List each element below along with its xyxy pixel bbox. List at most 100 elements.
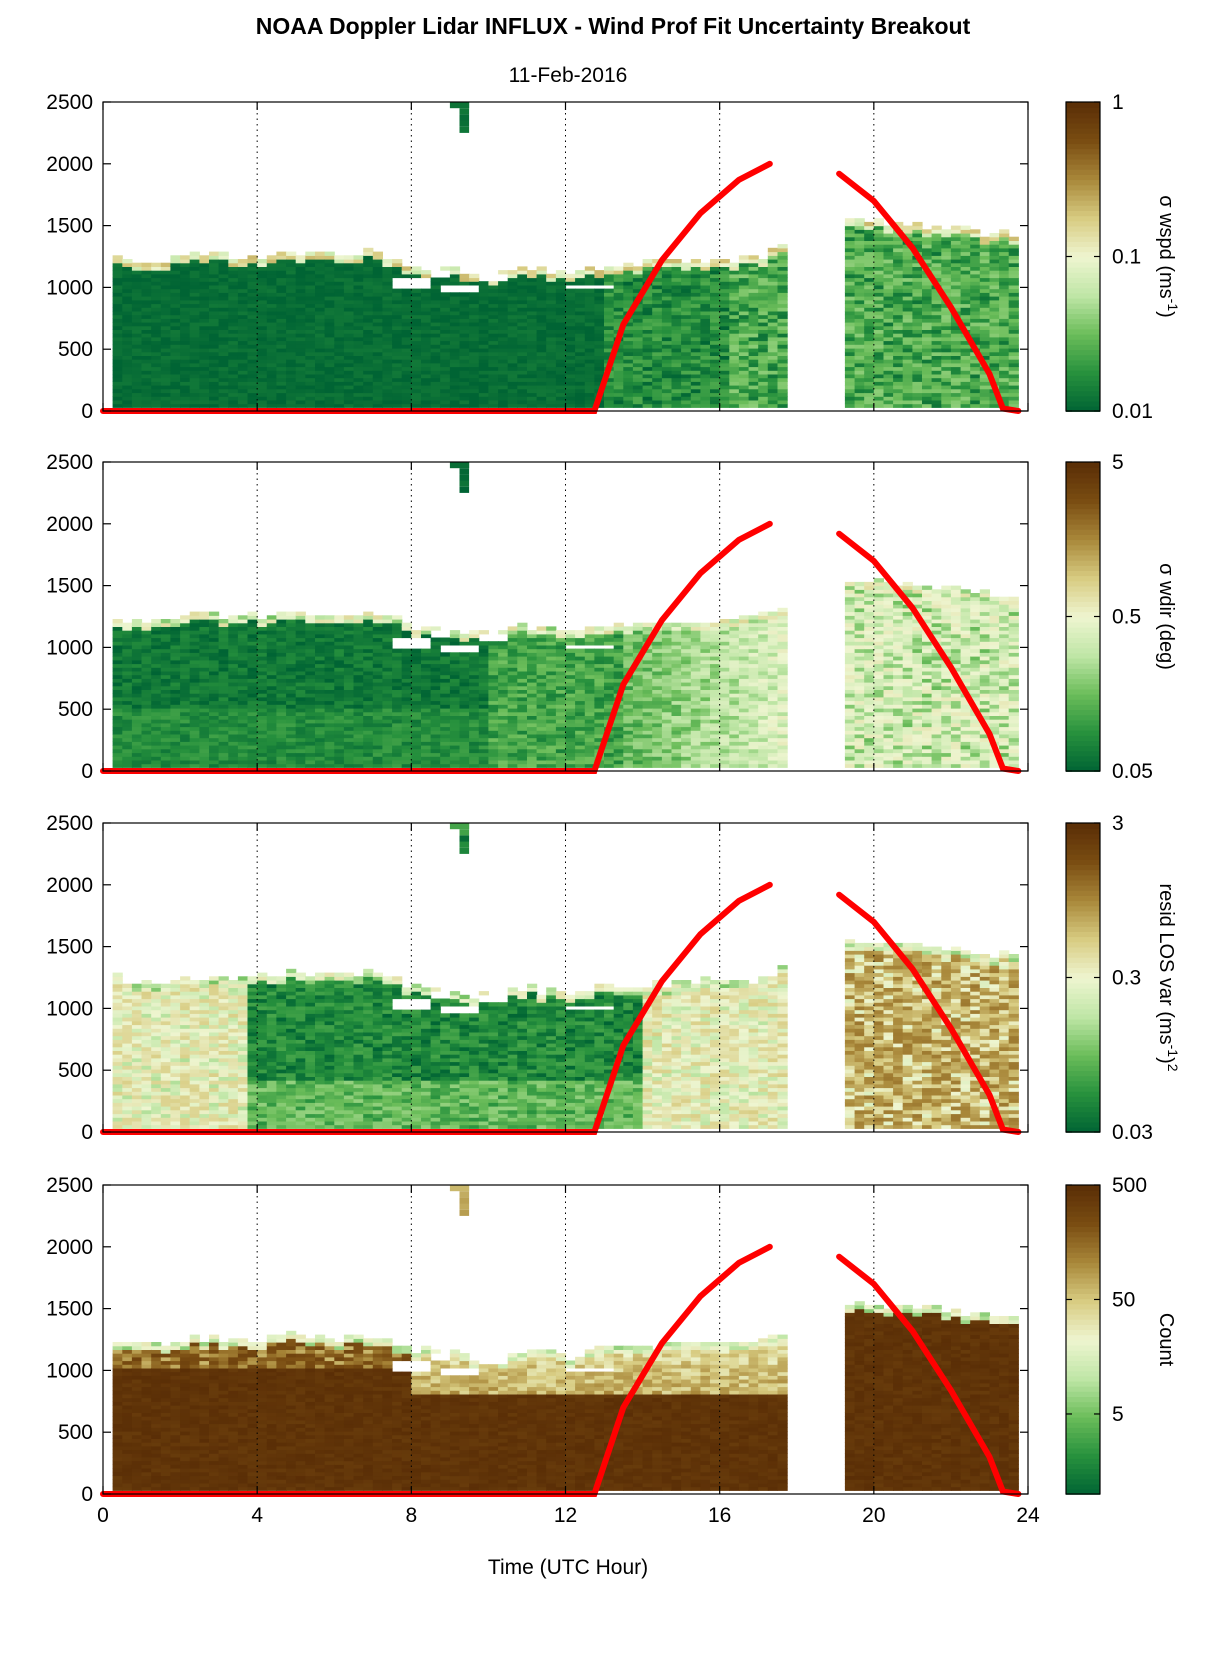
- heatmap-cell: [247, 689, 258, 694]
- heatmap-cell: [758, 266, 769, 271]
- heatmap-cell: [575, 388, 586, 394]
- heatmap-cell: [970, 322, 981, 327]
- heatmap-cell: [353, 399, 364, 405]
- heatmap-cell: [517, 336, 528, 342]
- heatmap-cell: [170, 741, 181, 746]
- heatmap-cell: [237, 689, 249, 694]
- heatmap-cell: [315, 622, 326, 627]
- heatmap-cell: [266, 385, 277, 390]
- heatmap-cell: [180, 377, 191, 382]
- heatmap-cell: [122, 641, 133, 646]
- heatmap-cell: [112, 310, 123, 316]
- heatmap-cell: [151, 659, 162, 665]
- heatmap-cell: [941, 292, 952, 297]
- heatmap-cell: [315, 277, 326, 282]
- heatmap-cell: [218, 299, 229, 305]
- heatmap-cell: [353, 693, 364, 698]
- heatmap-cell: [315, 303, 326, 308]
- heatmap-cell: [122, 670, 133, 676]
- heatmap-cell: [343, 633, 355, 639]
- heatmap-cell: [382, 296, 393, 301]
- heatmap-cell: [584, 336, 595, 342]
- heatmap-cell: [247, 307, 258, 312]
- heatmap-cell: [276, 392, 287, 397]
- heatmap-cell: [575, 370, 586, 375]
- heatmap-cell: [276, 303, 287, 308]
- heatmap-cell: [353, 359, 364, 364]
- heatmap-cell: [999, 240, 1010, 245]
- heatmap-cell: [266, 752, 277, 757]
- heatmap-cell: [527, 270, 538, 275]
- heatmap-cell: [950, 344, 962, 349]
- heatmap-cell: [844, 229, 856, 234]
- heatmap-cell: [343, 307, 355, 312]
- heatmap-cell: [170, 259, 181, 264]
- heatmap-cell: [199, 752, 210, 757]
- heatmap-cell: [661, 385, 673, 390]
- heatmap-cell: [632, 333, 644, 338]
- heatmap-cell: [334, 700, 345, 705]
- heatmap-cell: [180, 663, 191, 668]
- heatmap-cell: [527, 366, 538, 371]
- heatmap-cell: [209, 348, 220, 353]
- heatmap-cell: [700, 284, 711, 290]
- heatmap-cell: [449, 355, 461, 360]
- heatmap-cell: [999, 229, 1010, 234]
- heatmap-cell: [719, 292, 730, 297]
- heatmap-cell: [180, 659, 191, 665]
- heatmap-cell: [189, 310, 200, 316]
- heatmap-cell: [180, 752, 191, 757]
- heatmap-cell: [160, 722, 171, 728]
- heatmap-cell: [228, 652, 239, 657]
- heatmap-cell: [449, 266, 461, 271]
- heatmap-cell: [642, 370, 653, 375]
- heatmap-cell: [141, 266, 152, 271]
- heatmap-cell: [363, 685, 374, 690]
- heatmap-cell: [372, 266, 383, 271]
- heatmap-cell: [719, 373, 730, 379]
- heatmap-cell: [141, 366, 152, 371]
- heatmap-cell: [363, 255, 374, 260]
- heatmap-cell: [363, 373, 374, 379]
- heatmap-cell: [478, 333, 489, 338]
- heatmap-cell: [922, 392, 933, 397]
- heatmap-cell: [228, 281, 239, 286]
- heatmap-cell: [536, 273, 547, 279]
- heatmap-cell: [565, 344, 576, 349]
- heatmap-cell: [237, 322, 249, 327]
- heatmap-cell: [488, 351, 499, 356]
- heatmap-cell: [960, 225, 971, 230]
- heatmap-cell: [209, 615, 220, 620]
- heatmap-cell: [353, 355, 364, 360]
- heatmap-cell: [527, 273, 538, 279]
- heatmap-cell: [228, 262, 239, 267]
- heatmap-cell: [999, 388, 1010, 394]
- heatmap-cell: [469, 310, 480, 316]
- heatmap-cell: [295, 355, 306, 360]
- heatmap-cell: [141, 277, 152, 282]
- heatmap-cell: [401, 292, 412, 297]
- heatmap-cell: [353, 656, 364, 661]
- heatmap-cell: [237, 693, 249, 698]
- heatmap-cell: [266, 644, 277, 650]
- heatmap-cell: [315, 708, 326, 713]
- heatmap-cell: [758, 385, 769, 390]
- heatmap-cell: [334, 667, 345, 672]
- heatmap-cell: [131, 307, 143, 312]
- colorbar-swatch: [1066, 225, 1100, 232]
- heatmap-cell: [151, 292, 162, 297]
- heatmap-cell: [295, 682, 306, 687]
- heatmap-cell: [189, 741, 200, 746]
- heatmap-cell: [738, 344, 750, 349]
- heatmap-cell: [141, 396, 152, 401]
- heatmap-cell: [661, 281, 673, 286]
- heatmap-cell: [738, 381, 750, 386]
- heatmap-cell: [315, 370, 326, 375]
- heatmap-cell: [767, 329, 778, 334]
- heatmap-cell: [555, 296, 567, 301]
- heatmap-cell: [632, 284, 644, 290]
- heatmap-cell: [565, 370, 576, 375]
- heatmap-cell: [276, 355, 287, 360]
- heatmap-cell: [555, 284, 567, 290]
- heatmap-cell: [873, 362, 884, 368]
